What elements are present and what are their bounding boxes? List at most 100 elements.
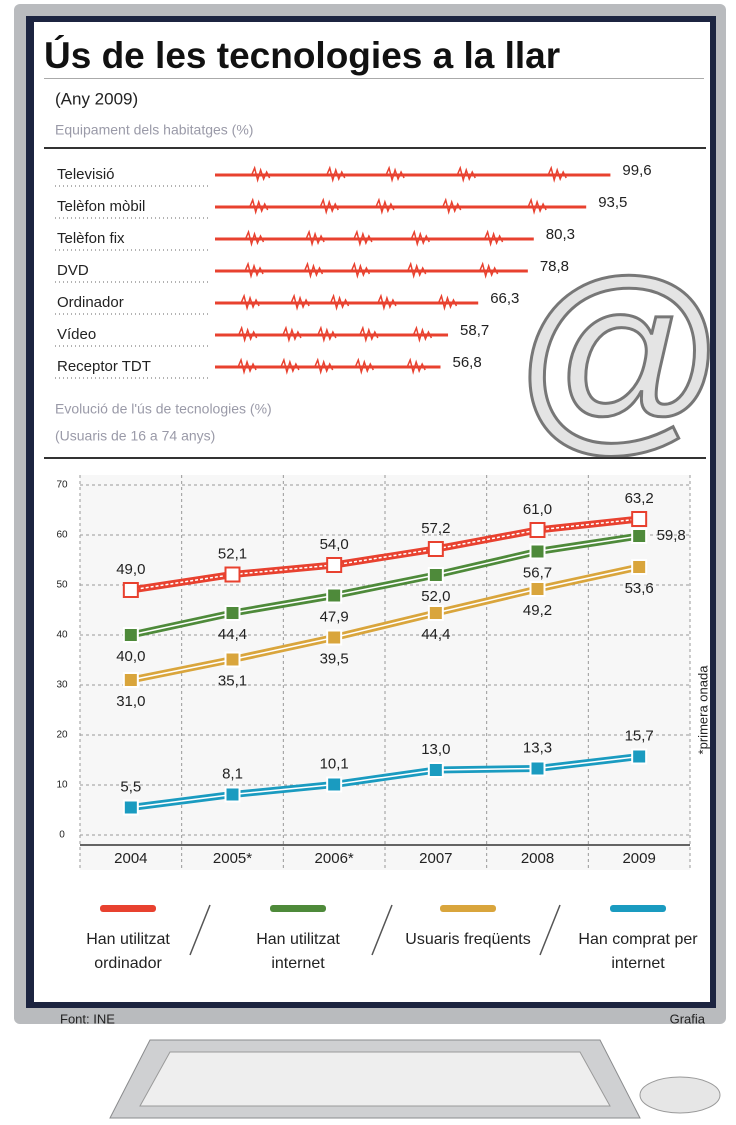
keyboard-keys (140, 1052, 610, 1106)
marker (226, 606, 240, 620)
data-label: 47,9 (320, 608, 349, 625)
y-tick-label: 10 (56, 780, 68, 791)
value-label: 93,5 (598, 194, 627, 211)
legend-swatch (610, 905, 666, 912)
y-tick-label: 30 (56, 680, 68, 691)
title-rule (44, 78, 704, 79)
marker (531, 582, 545, 596)
rule (44, 147, 706, 149)
marker (531, 762, 545, 776)
data-label: 53,6 (625, 580, 654, 597)
marker (226, 653, 240, 667)
marker (124, 628, 138, 642)
category-label: Televisió (57, 166, 115, 183)
data-label: 10,1 (320, 755, 349, 772)
data-label: 59,8 (657, 527, 686, 544)
data-label: 52,0 (421, 588, 450, 605)
marker (327, 558, 341, 572)
y-tick-label: 40 (56, 630, 68, 641)
data-label: 56,7 (523, 564, 552, 581)
data-label: 44,4 (218, 626, 247, 643)
marker (531, 523, 545, 537)
data-label: 13,3 (523, 739, 552, 756)
data-label: 54,0 (320, 536, 349, 553)
value-label: 66,3 (490, 290, 519, 307)
data-label: 63,2 (625, 490, 654, 507)
data-label: 15,7 (625, 727, 654, 744)
value-label: 99,6 (622, 162, 651, 179)
data-label: 8,1 (222, 765, 243, 782)
legend-label: Usuaris freqüents (403, 928, 533, 952)
value-label: 80,3 (546, 226, 575, 243)
legend-label: Han utilitzat internet (233, 928, 363, 976)
value-label: 56,8 (452, 354, 481, 371)
marker (226, 568, 240, 582)
page: Ús de les tecnologies a la llar (Any 200… (0, 0, 736, 1125)
legend-swatch (440, 905, 496, 912)
marker (327, 631, 341, 645)
x-tick-label: 2006* (315, 850, 354, 867)
marker (632, 529, 646, 543)
data-label: 35,1 (218, 672, 247, 689)
bar (215, 206, 586, 209)
note: *primera onada (695, 665, 710, 755)
marker (124, 583, 138, 597)
source: Font: INE (60, 1011, 115, 1026)
marker (327, 589, 341, 603)
x-tick-label: 2008 (521, 850, 554, 867)
x-tick-label: 2009 (622, 850, 655, 867)
data-label: 57,2 (421, 520, 450, 537)
bar (215, 174, 610, 177)
data-label: 13,0 (421, 741, 450, 758)
data-label: 52,1 (218, 545, 247, 562)
data-label: 39,5 (320, 650, 349, 667)
y-tick-label: 60 (56, 530, 68, 541)
data-label: 5,5 (120, 778, 141, 795)
credit: Grafia (670, 1011, 706, 1026)
marker (429, 542, 443, 556)
data-label: 31,0 (116, 693, 145, 710)
category-label: Telèfon mòbil (57, 198, 145, 215)
x-tick-label: 2004 (114, 850, 147, 867)
marker (632, 512, 646, 526)
value-label: 58,7 (460, 322, 489, 339)
marker (327, 778, 341, 792)
data-label: 49,0 (116, 561, 145, 578)
data-label: 49,2 (523, 602, 552, 619)
marker (429, 606, 443, 620)
category-label: Receptor TDT (57, 358, 151, 375)
marker (124, 801, 138, 815)
line-chart-subtitle: (Usuaris de 16 a 74 anys) (55, 428, 215, 444)
category-label: DVD (57, 262, 89, 279)
category-label: Ordinador (57, 294, 124, 311)
rule (44, 457, 706, 459)
marker (226, 788, 240, 802)
marker (531, 545, 545, 559)
marker (124, 673, 138, 687)
bar-chart-title: Equipament dels habitatges (%) (55, 122, 253, 138)
y-tick-label: 50 (56, 580, 68, 591)
y-tick-label: 70 (56, 480, 68, 491)
y-tick-label: 20 (56, 730, 68, 741)
marker (632, 560, 646, 574)
line-chart-title: Evolució de l'ús de tecnologies (%) (55, 401, 272, 417)
data-label: 44,4 (421, 626, 450, 643)
category-label: Telèfon fix (57, 230, 125, 247)
marker (429, 763, 443, 777)
y-tick-label: 0 (59, 830, 65, 841)
x-tick-label: 2007 (419, 850, 452, 867)
marker (632, 750, 646, 764)
subtitle: (Any 2009) (55, 89, 138, 108)
data-label: 40,0 (116, 648, 145, 665)
value-label: 78,8 (540, 258, 569, 275)
category-label: Vídeo (57, 326, 96, 343)
legend-swatch (270, 905, 326, 912)
data-label: 61,0 (523, 501, 552, 518)
title: Ús de les tecnologies a la llar (44, 34, 560, 76)
marker (429, 568, 443, 582)
legend-label: Han utilitzat ordinador (63, 928, 193, 976)
x-tick-label: 2005* (213, 850, 252, 867)
mouse (640, 1077, 720, 1113)
legend-swatch (100, 905, 156, 912)
legend-label: Han comprat per internet (573, 928, 703, 976)
